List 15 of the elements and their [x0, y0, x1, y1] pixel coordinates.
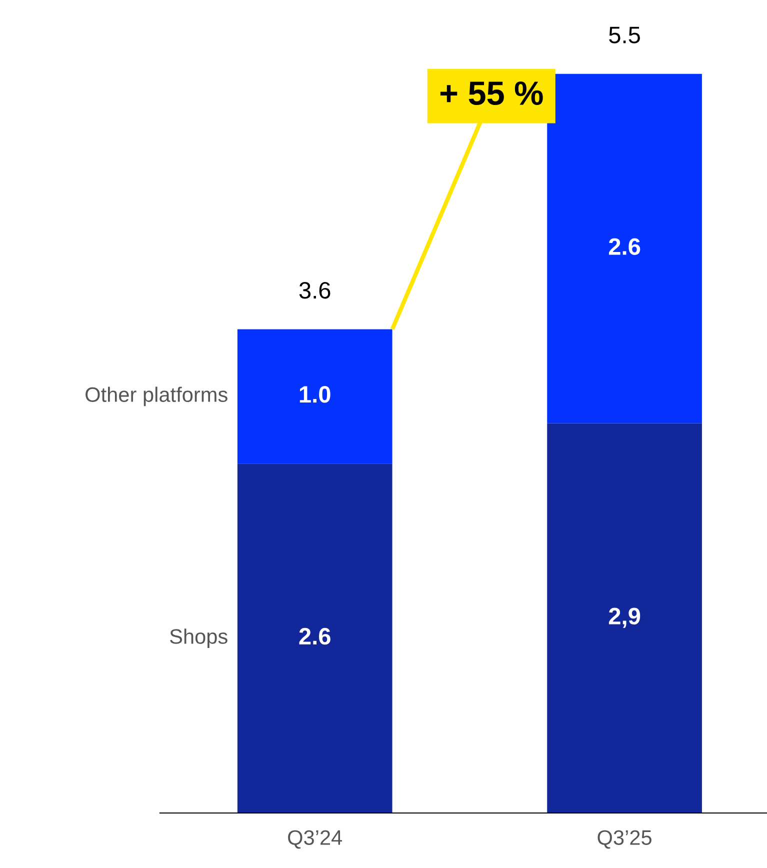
series-label: Other platforms — [86, 386, 228, 406]
bar — [237, 329, 392, 464]
series-label: Shops — [170, 628, 228, 648]
x-tick-label: Q3’24 — [288, 830, 342, 849]
data-label: 1.0 — [300, 386, 330, 403]
data-label: 2.6 — [299, 628, 330, 645]
total-label: 5.5 — [609, 26, 640, 44]
total-label: 3.6 — [299, 282, 330, 299]
annotation: + 55 % — [440, 82, 543, 106]
bar — [547, 423, 702, 813]
bar — [547, 74, 702, 424]
data-label: 2.6 — [608, 238, 640, 255]
data-label: 2,9 — [608, 608, 640, 628]
x-tick-label: Q3’25 — [598, 830, 652, 849]
bar — [237, 464, 392, 813]
